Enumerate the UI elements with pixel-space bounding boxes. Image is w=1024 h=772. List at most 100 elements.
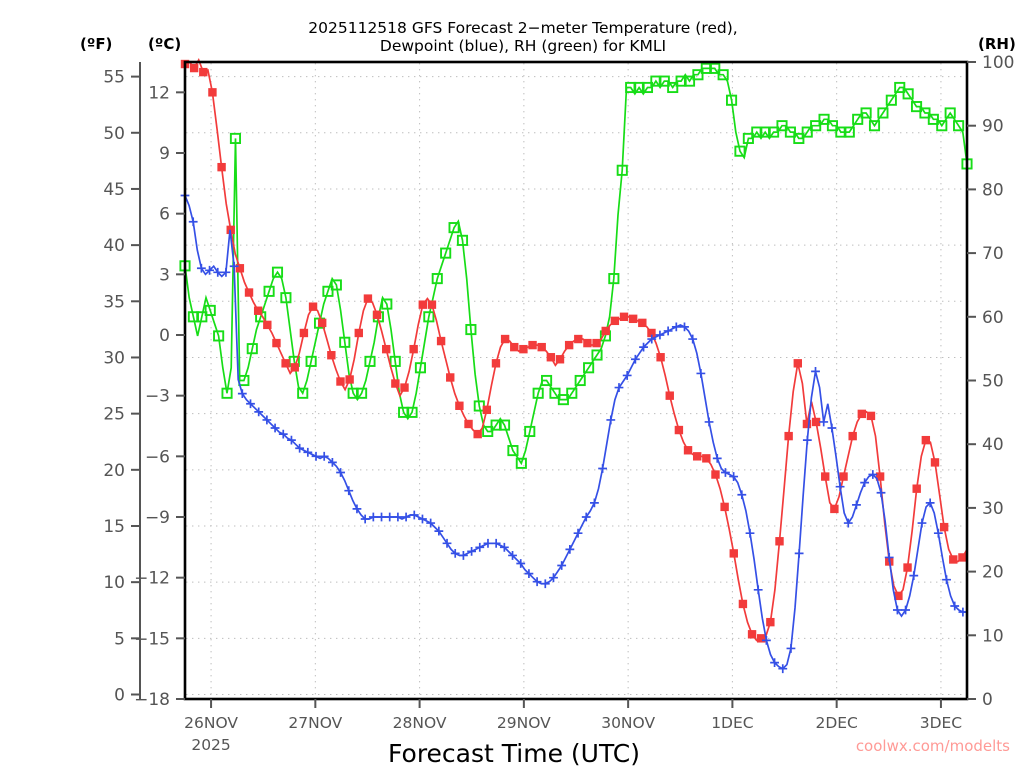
temperature-series-point [738, 599, 748, 609]
temperature-series-point [564, 340, 574, 350]
dewpoint-series-point [434, 526, 444, 536]
rh-series-point [616, 164, 628, 176]
fahrenheit-tick-label: 45 [103, 180, 125, 200]
x-tick-label: 2DEC [815, 714, 857, 732]
celsius-tick-label: −15 [134, 629, 170, 649]
fahrenheit-tick-label: 0 [114, 686, 125, 706]
rh-series-point [768, 126, 780, 138]
rh-tick-label: 30 [982, 499, 1004, 519]
temperature-series-point [253, 306, 263, 315]
celsius-tick-label: 3 [159, 265, 170, 285]
temperature-series-point [464, 419, 473, 429]
dewpoint-series-point [311, 451, 321, 461]
temperature-series-point [299, 328, 309, 338]
temperature-series-point [720, 502, 729, 512]
temperature-series-point [555, 355, 565, 364]
temperature-series-point [455, 401, 464, 410]
temperature-series-point [500, 334, 510, 344]
temperature-series-point [628, 314, 638, 324]
dewpoint-series-point [573, 528, 583, 538]
dewpoint-series-point [721, 468, 730, 477]
rh-series-point [810, 120, 822, 132]
temperature-series-point [729, 549, 738, 558]
chart-title-line2: Dewpoint (blue), RH (green) for KMLI [380, 37, 666, 55]
rh-series-point [852, 113, 864, 125]
dewpoint-series-point [385, 512, 395, 522]
dewpoint-series-point [401, 512, 411, 522]
dewpoint-series-point [491, 538, 501, 548]
rh-series-point [683, 75, 696, 87]
temperature-series-point [263, 320, 272, 330]
rh-tick-label: 80 [982, 180, 1004, 200]
rh-tick-label: 40 [982, 435, 1004, 455]
rh-series-point [221, 387, 233, 399]
temperature-series-point [939, 522, 949, 532]
temperature-series-point [638, 318, 647, 328]
x-tick-label: 27NOV [288, 714, 342, 732]
rh-series-point [389, 355, 401, 367]
rh-series-point [801, 126, 813, 138]
dewpoint-series-point [884, 553, 894, 562]
dewpoint-series-point [229, 261, 239, 271]
temperature-series-point [757, 634, 766, 643]
dewpoint-series-point [737, 490, 747, 500]
temperature-series-point [793, 359, 802, 368]
rh-series-point [196, 311, 208, 323]
dewpoint-series-point [753, 585, 763, 595]
fahrenheit-tick-label: 35 [103, 292, 125, 312]
temperature-series-point [244, 288, 254, 297]
dewpoint-series-point [876, 488, 886, 498]
rh-series-point [297, 387, 309, 399]
dewpoint-series-point [663, 326, 673, 336]
rh-series-point [574, 374, 586, 387]
dewpoint-series-point [933, 528, 943, 538]
rh-series-point [692, 69, 704, 81]
rh-series-point [557, 394, 569, 406]
rh-series-point [717, 69, 729, 81]
temperature-series-point [217, 162, 226, 172]
rh-series-point [423, 311, 435, 323]
celsius-tick-label: 9 [159, 144, 170, 164]
rh-series-point [709, 62, 721, 74]
rh-series-point [591, 349, 603, 361]
rh-series-point [910, 101, 923, 113]
rh-tick-label: 20 [982, 563, 1004, 583]
rh-series-point [532, 387, 544, 399]
dewpoint-series-point [655, 330, 665, 340]
dewpoint-series-point [827, 423, 837, 433]
dewpoint-series-point [606, 415, 616, 425]
dewpoint-series-point [336, 468, 345, 477]
temperature-series-point [830, 504, 839, 514]
rh-axis-header: (RH) [978, 35, 1016, 53]
temperature-series-point [272, 338, 281, 348]
temperature-series-point [363, 294, 373, 303]
dewpoint-series-point [278, 429, 288, 439]
rh-series-markers [179, 62, 973, 469]
rh-series-point [482, 425, 494, 438]
dewpoint-series-point [729, 472, 739, 481]
temperature-series-point [811, 417, 821, 427]
temperature-series-point [281, 359, 290, 368]
dewpoint-series-point [802, 435, 812, 445]
temperature-series-point [601, 326, 610, 336]
dewpoint-series-point [622, 371, 632, 380]
rh-series-point [414, 362, 426, 374]
rh-tick-label: 90 [982, 117, 1004, 137]
rh-series-point [843, 126, 855, 138]
temperature-series-point [418, 300, 428, 309]
dewpoint-series-point [909, 571, 919, 581]
dewpoint-series-point [786, 644, 796, 653]
temperature-series-point [848, 431, 857, 441]
fahrenheit-tick-label: 55 [103, 68, 125, 88]
temperature-series-point [683, 446, 693, 455]
temperature-series-point [930, 458, 940, 467]
temperature-series-point [775, 537, 784, 546]
year-label: 2025 [191, 736, 230, 754]
dewpoint-series-point [499, 542, 509, 552]
dewpoint-series-point [450, 549, 460, 558]
dewpoint-series-point [639, 342, 648, 352]
dewpoint-series-point [196, 263, 206, 273]
temperature-series-point [528, 340, 537, 350]
dewpoint-series-point [688, 334, 698, 344]
